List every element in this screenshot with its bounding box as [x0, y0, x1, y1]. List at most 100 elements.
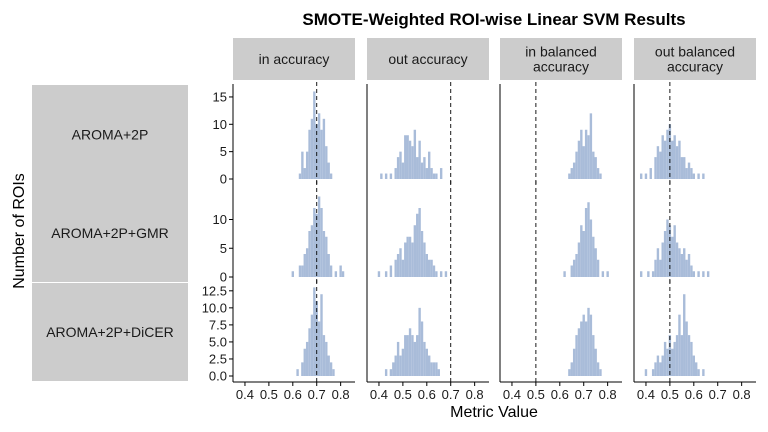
histogram-bar — [384, 271, 388, 277]
histogram-bar — [301, 362, 304, 376]
histogram-bar — [420, 321, 424, 376]
x-tick-label: 0.6 — [551, 387, 569, 402]
facet-panel — [499, 181, 609, 283]
histogram-bar — [320, 294, 323, 376]
histogram-bar — [406, 135, 409, 179]
x-axis-title: Metric Value — [450, 404, 538, 421]
histogram-bar — [706, 271, 710, 277]
histogram-bar — [580, 129, 583, 179]
histogram-bar — [596, 168, 600, 179]
histogram-bar — [428, 355, 431, 376]
histogram-bar — [687, 335, 691, 376]
histogram-bar — [301, 265, 304, 277]
histogram-bar — [683, 157, 686, 179]
histogram-bar — [651, 369, 655, 376]
histogram-bar — [313, 287, 316, 376]
x-tick-label: 0.8 — [332, 387, 350, 402]
histogram-bar — [570, 168, 573, 179]
y-tick-label: 5 — [220, 144, 227, 159]
y-axis-title: Number of ROIs — [11, 173, 28, 289]
histogram-bar — [425, 254, 428, 277]
x-tick-label: 0.8 — [733, 387, 751, 402]
histogram-bar — [697, 173, 700, 179]
histogram-bar — [666, 219, 669, 277]
facet-panel: 0 5 10 15 — [213, 82, 333, 187]
histogram-bar — [329, 362, 333, 376]
histogram-bar — [577, 328, 581, 376]
histogram-bar — [695, 362, 698, 376]
histogram-bar — [303, 348, 306, 376]
histogram-bar — [606, 271, 609, 277]
histogram-bar — [384, 369, 388, 376]
histogram-bar — [439, 271, 443, 277]
histogram-bar — [334, 271, 338, 277]
histogram-bar — [394, 355, 397, 376]
histogram-bar — [430, 168, 433, 179]
histogram-bar — [327, 162, 330, 179]
histogram-bar — [659, 259, 662, 277]
histogram-bar — [656, 355, 660, 376]
histogram-bar — [394, 259, 397, 277]
histogram-bar — [411, 335, 414, 376]
histogram-bar — [644, 173, 648, 179]
x-tick-label: 0.6 — [685, 387, 703, 402]
x-tick-label: 0.6 — [418, 387, 436, 402]
histogram-bar — [437, 369, 440, 376]
histogram-bar — [296, 369, 299, 376]
histogram-bar — [680, 335, 684, 376]
histogram-bar — [568, 369, 571, 376]
histogram-bar — [425, 348, 428, 376]
histogram-bar — [589, 113, 593, 179]
histogram-bar — [582, 146, 585, 179]
histogram-bar — [432, 173, 436, 179]
histogram-bar — [432, 362, 436, 376]
histogram-bar — [315, 124, 318, 179]
histogram-bar — [310, 225, 314, 277]
histogram-bar — [329, 265, 333, 277]
histogram-bar — [685, 321, 688, 376]
histogram-bar — [298, 265, 302, 277]
histogram-bar — [425, 168, 428, 179]
histogram-bar — [408, 140, 412, 179]
x-tick-label: 0.8 — [599, 387, 617, 402]
histogram-bar — [418, 307, 421, 376]
histogram-bar — [661, 135, 664, 179]
facet-panel — [366, 82, 452, 185]
histogram-bar — [308, 129, 311, 179]
histogram-bar — [570, 362, 573, 376]
histogram-bar — [639, 271, 643, 277]
histogram-bar — [428, 259, 431, 277]
histogram-bar — [661, 355, 664, 376]
histogram-bar — [663, 140, 667, 179]
histogram-bar — [592, 236, 595, 277]
histogram-bar — [572, 259, 576, 277]
histogram-bar — [675, 335, 679, 376]
histogram-bar — [435, 173, 438, 179]
histogram-bar — [322, 335, 326, 376]
histogram-bar — [675, 146, 679, 179]
histogram-bar — [687, 254, 691, 277]
histogram-bar — [432, 265, 436, 277]
histogram-bar — [673, 225, 676, 277]
histogram-bar — [584, 321, 588, 376]
histogram-bar — [416, 213, 419, 277]
histogram-bar — [430, 259, 433, 277]
x-tick-label: 0.7 — [442, 387, 460, 402]
histogram-bar — [656, 146, 660, 179]
histogram-bar — [692, 355, 695, 376]
histogram-bar — [687, 162, 691, 179]
histogram-bar — [680, 254, 684, 277]
row-strip — [32, 184, 188, 282]
x-tick-label: 0.5 — [527, 387, 545, 402]
histogram-bar — [589, 219, 593, 277]
histogram-bar — [428, 151, 431, 179]
histogram-bar — [322, 231, 326, 277]
histogram-bar — [584, 129, 588, 179]
histogram-bar — [702, 271, 705, 277]
histogram-bar — [411, 146, 414, 179]
facet-panel — [499, 82, 602, 185]
histogram-bar — [291, 271, 294, 277]
histogram-bar — [589, 314, 593, 376]
column-strip — [634, 38, 756, 80]
histogram-bar — [599, 369, 602, 376]
